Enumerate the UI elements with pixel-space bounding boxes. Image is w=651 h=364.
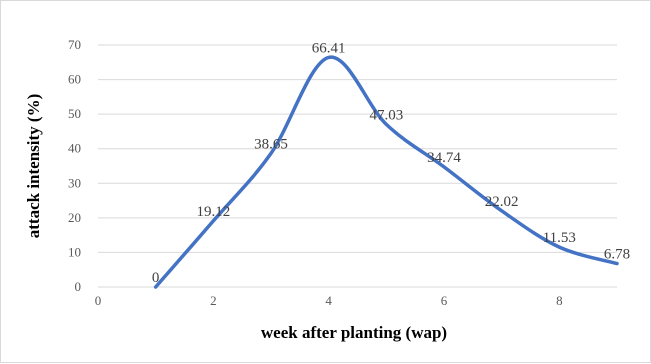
data-point [557, 245, 561, 249]
data-label: 6.78 [604, 247, 630, 263]
data-labels: 0 19.12 38.65 66.41 47.03 34.74 22.02 11.53 6.78 [152, 40, 630, 286]
y-tick-label: 60 [68, 72, 81, 87]
data-point [269, 151, 273, 155]
series-line-0 [153, 55, 619, 289]
x-tick-label: 6 [441, 293, 448, 308]
y-tick-label: 20 [68, 210, 81, 225]
data-point [154, 285, 158, 289]
data-point [384, 122, 388, 126]
data-point [500, 209, 504, 213]
y-axis-ticks: 0 10 20 30 40 50 60 70 [68, 37, 81, 294]
x-tick-label: 8 [556, 293, 563, 308]
data-point [442, 165, 446, 169]
data-label: 19.12 [196, 204, 230, 220]
data-point [327, 55, 331, 59]
data-label: 38.65 [254, 136, 288, 152]
data-label: 22.02 [485, 194, 519, 210]
y-tick-label: 50 [68, 106, 81, 121]
data-label: 0 [152, 270, 160, 286]
x-axis-title: week after planting (wap) [261, 323, 447, 342]
y-tick-label: 70 [68, 37, 81, 52]
data-label: 34.74 [427, 150, 461, 166]
y-tick-label: 10 [68, 244, 81, 259]
data-label: 66.41 [312, 40, 346, 56]
data-label: 11.53 [543, 230, 576, 246]
y-tick-label: 40 [68, 141, 81, 156]
data-label: 47.03 [369, 107, 403, 123]
x-tick-label: 0 [95, 293, 102, 308]
x-tick-label: 4 [325, 293, 332, 308]
data-point [211, 219, 215, 223]
x-tick-label: 2 [210, 293, 217, 308]
series-layer [153, 55, 619, 289]
data-point [615, 262, 619, 266]
y-tick-label: 0 [75, 279, 82, 294]
y-tick-label: 30 [68, 175, 81, 190]
y-axis-title: attack intensity (%) [24, 94, 43, 238]
x-axis-ticks: 0 2 4 6 8 [95, 293, 563, 308]
